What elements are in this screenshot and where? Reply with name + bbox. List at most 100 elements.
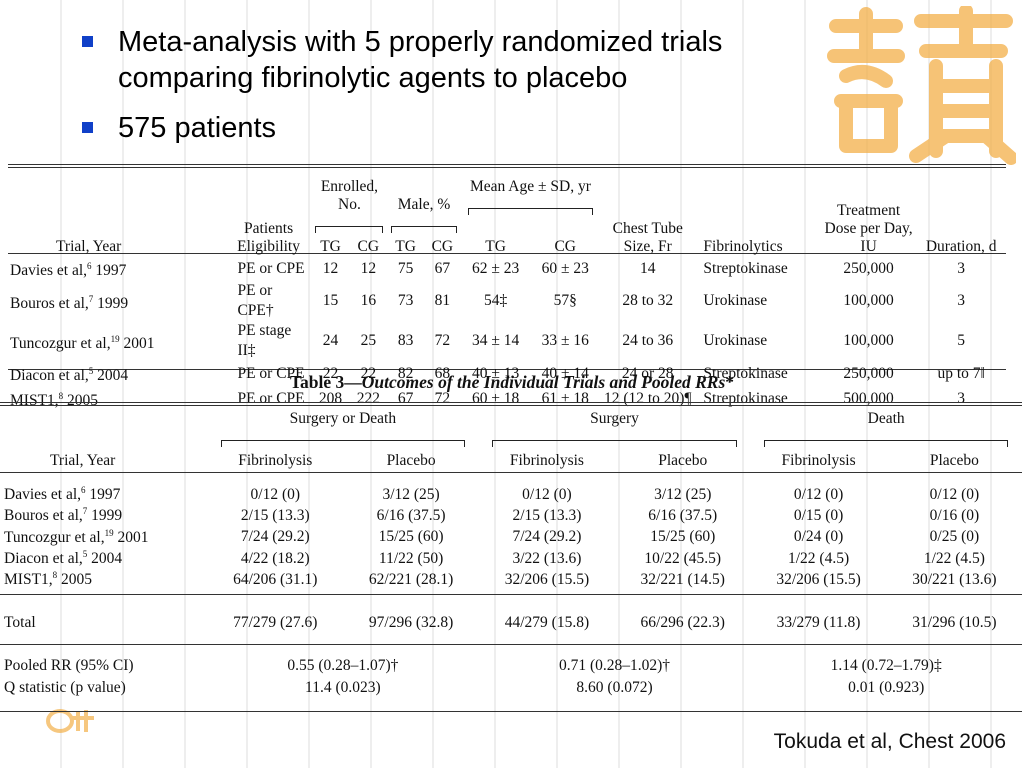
trial-cell: Bouros et al,7 1999 [4, 506, 123, 525]
value-cell: 62/221 (28.1) [368, 570, 454, 588]
value-cell: 3/12 (25) [654, 485, 712, 503]
col-duration: Duration, d [925, 238, 997, 255]
outcomes-table: Surgery or Death Surgery Death Trial, Ye… [4, 410, 1022, 698]
bullet-item: Meta-analysis with 5 properly randomized… [78, 24, 858, 96]
value-cell: 33/279 (11.8) [776, 614, 861, 632]
table-row: Bouros et al,7 1999 PE or CPE† 15 16 73 81 54‡… [10, 281, 1006, 321]
age-tg-cell: 34 ± 14 [471, 332, 520, 350]
value-cell: 6/16 (37.5) [648, 506, 718, 524]
col-fibrinolysis: Fibrinolysis [238, 452, 313, 469]
value-cell: 0.55 (0.28–1.07)† [287, 657, 399, 675]
table2-top-rule [0, 402, 1022, 403]
col-placebo: Placebo [386, 452, 436, 469]
table2-mid-rule-2 [0, 644, 1022, 645]
bullet-text: 575 patients [118, 112, 277, 144]
table2-top-rule-2 [0, 405, 1022, 406]
col-enrolled: Enrolled, No. [312, 178, 388, 233]
age-tg-cell: 40 ± 13 [471, 364, 520, 382]
col-fibrinolytics: Fibrinolytics [703, 238, 783, 255]
value-cell: 2/15 (13.3) [240, 506, 310, 524]
bullet-list: Meta-analysis with 5 properly randomized… [78, 24, 858, 160]
value-cell: 1/22 (4.5) [923, 549, 985, 567]
value-cell: 44/279 (15.8) [504, 614, 590, 632]
value-cell: 32/206 (15.5) [504, 570, 590, 588]
enrolled-cg-cell: 25 [360, 332, 377, 350]
watermark-logo [827, 6, 1016, 165]
col-age-cg: CG [554, 238, 577, 255]
table1-top-rule [8, 164, 1006, 165]
value-cell: 15/25 (60) [378, 528, 444, 546]
bullet-item: 575 patients [78, 110, 858, 146]
fibrinolytic-cell: Streptokinase [703, 259, 788, 277]
col-placebo: Placebo [658, 452, 708, 469]
trial-cell: MIST1,8 2005 [4, 570, 93, 589]
duration-cell: 3 [957, 292, 966, 310]
male-tg-cell: 82 [397, 364, 414, 382]
table-row: Tuncozgur et al,19 2001 7/24 (29.2) 15/25 … [4, 527, 1022, 548]
value-cell: 3/12 (25) [382, 485, 440, 503]
value-cell: 7/24 (29.2) [240, 528, 310, 546]
trial-cell: Q statistic (p value) [4, 678, 126, 696]
table1-top-rule-2 [8, 167, 1006, 168]
value-cell: 32/221 (14.5) [640, 570, 725, 588]
table1-header-rule [8, 253, 1006, 254]
group-surgery-or-death: Surgery or Death [207, 410, 479, 447]
group-death: Death [750, 410, 1022, 447]
col-patients-eligibility: Patients Eligibility [237, 220, 300, 255]
col-male-tg: TG [395, 238, 416, 255]
col-fibrinolysis: Fibrinolysis [509, 452, 584, 469]
tube-cell: 24 to 36 [622, 332, 674, 350]
col-mean-age: Mean Age ± SD, yr [461, 178, 600, 232]
bullet-square-icon [82, 122, 93, 133]
dose-cell: 250,000 [843, 259, 894, 277]
citation: Tokuda et al, Chest 2006 [773, 730, 1006, 753]
col-fibrinolysis: Fibrinolysis [781, 452, 856, 469]
eligibility-cell: PE or CPE† [237, 282, 274, 320]
col-age-tg: TG [485, 238, 506, 255]
value-cell: 0/12 (0) [793, 485, 844, 503]
trial-cell: Pooled RR (95% CI) [4, 657, 134, 675]
table-row: Tuncozgur et al,19 2001 PE stage II‡ 24 25 8… [10, 321, 1006, 361]
enrolled-cg-cell: 16 [360, 292, 377, 310]
enrolled-tg-cell: 22 [322, 364, 339, 382]
trial-cell: Total [4, 614, 36, 632]
duration-cell: 5 [957, 332, 966, 350]
table2-header-rule [0, 472, 1022, 473]
trial-cell: Tuncozgur et al,19 2001 [10, 333, 155, 352]
value-cell: 32/206 (15.5) [776, 570, 861, 588]
enrolled-tg-cell: 12 [322, 259, 339, 277]
value-cell: 31/296 (10.5) [912, 614, 997, 632]
age-cg-cell: 57§ [553, 292, 577, 310]
value-cell: 97/296 (32.8) [368, 614, 454, 632]
male-tg-cell: 73 [397, 292, 414, 310]
trial-cell: Diacon et al,5 2004 [4, 548, 123, 568]
trial-cell: Diacon et al,5 2004 [10, 366, 129, 385]
value-cell: 1/22 (4.5) [788, 549, 850, 567]
table-row: Davies et al,6 1997 PE or CPE 12 12 75 67 62 ±… [10, 256, 1006, 281]
table-row: Total 77/279 (27.6) 97/296 (32.8) 44/279 (1… [4, 612, 1022, 633]
value-cell: 11.4 (0.023) [305, 678, 381, 696]
col-treatment-dose: Treatment Dose per Day, IU [824, 202, 913, 255]
table-row: Pooled RR (95% CI) 0.55 (0.28–1.07)† 0.71 … [4, 656, 1022, 677]
male-cg-cell: 72 [434, 332, 451, 350]
value-cell: 4/22 (18.2) [240, 549, 310, 567]
eligibility-cell: PE or CPE [237, 259, 305, 277]
eligibility-cell: PE stage II‡ [237, 322, 292, 360]
group-surgery: Surgery [479, 410, 751, 447]
age-cg-cell: 60 ± 23 [541, 259, 589, 277]
dose-cell: 100,000 [843, 292, 894, 310]
value-cell: 0/25 (0) [929, 528, 980, 546]
duration-cell: up to 7‖ [937, 364, 985, 382]
value-cell: 0/12 (0) [250, 485, 301, 503]
value-cell: 0.71 (0.28–1.02)† [558, 657, 671, 675]
col-enrolled-tg: TG [320, 238, 341, 255]
col-trial-year: Trial, Year [56, 238, 122, 255]
col-male-cg: CG [431, 238, 454, 255]
male-tg-cell: 75 [397, 259, 414, 277]
enrolled-cg-cell: 12 [360, 259, 377, 277]
col-chest-tube: Chest Tube Size, Fr [612, 220, 683, 255]
enrolled-cg-cell: 22 [360, 364, 377, 382]
trial-cell: Bouros et al,7 1999 [10, 293, 129, 312]
table2-bottom-rule [0, 711, 1022, 712]
value-cell: 0/16 (0) [929, 506, 980, 524]
